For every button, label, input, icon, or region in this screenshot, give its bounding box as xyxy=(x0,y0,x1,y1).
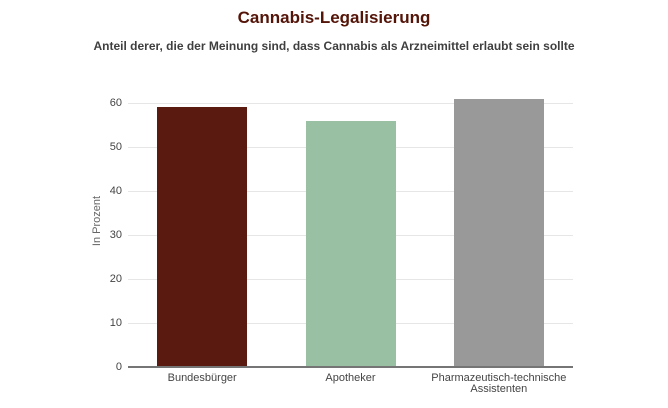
x-category-label: Pharmazeutisch-technische Assistenten xyxy=(431,372,567,395)
y-axis-tick-label: 40 xyxy=(109,185,122,197)
y-axis-tick-label: 0 xyxy=(115,361,122,373)
gridline-60 xyxy=(128,103,573,104)
chart-title: Cannabis-Legalisierung xyxy=(237,8,431,27)
bar-1[interactable] xyxy=(305,120,396,367)
bar-0[interactable] xyxy=(157,107,248,367)
x-category-label: Apotheker xyxy=(325,372,376,384)
y-axis-tick-label: 60 xyxy=(109,97,122,109)
y-axis-tick-label: 20 xyxy=(109,273,122,285)
x-axis-baseline xyxy=(128,366,573,368)
chart-subtitle: Anteil derer, die der Meinung sind, dass… xyxy=(93,39,575,53)
bar-2[interactable] xyxy=(453,98,544,367)
y-axis-title: In Prozent xyxy=(91,195,103,247)
y-axis-tick-label: 30 xyxy=(109,229,122,241)
y-axis-tick-label: 10 xyxy=(109,317,122,329)
x-category-label: Bundesbürger xyxy=(167,372,237,384)
y-axis-tick-label: 50 xyxy=(109,141,122,153)
